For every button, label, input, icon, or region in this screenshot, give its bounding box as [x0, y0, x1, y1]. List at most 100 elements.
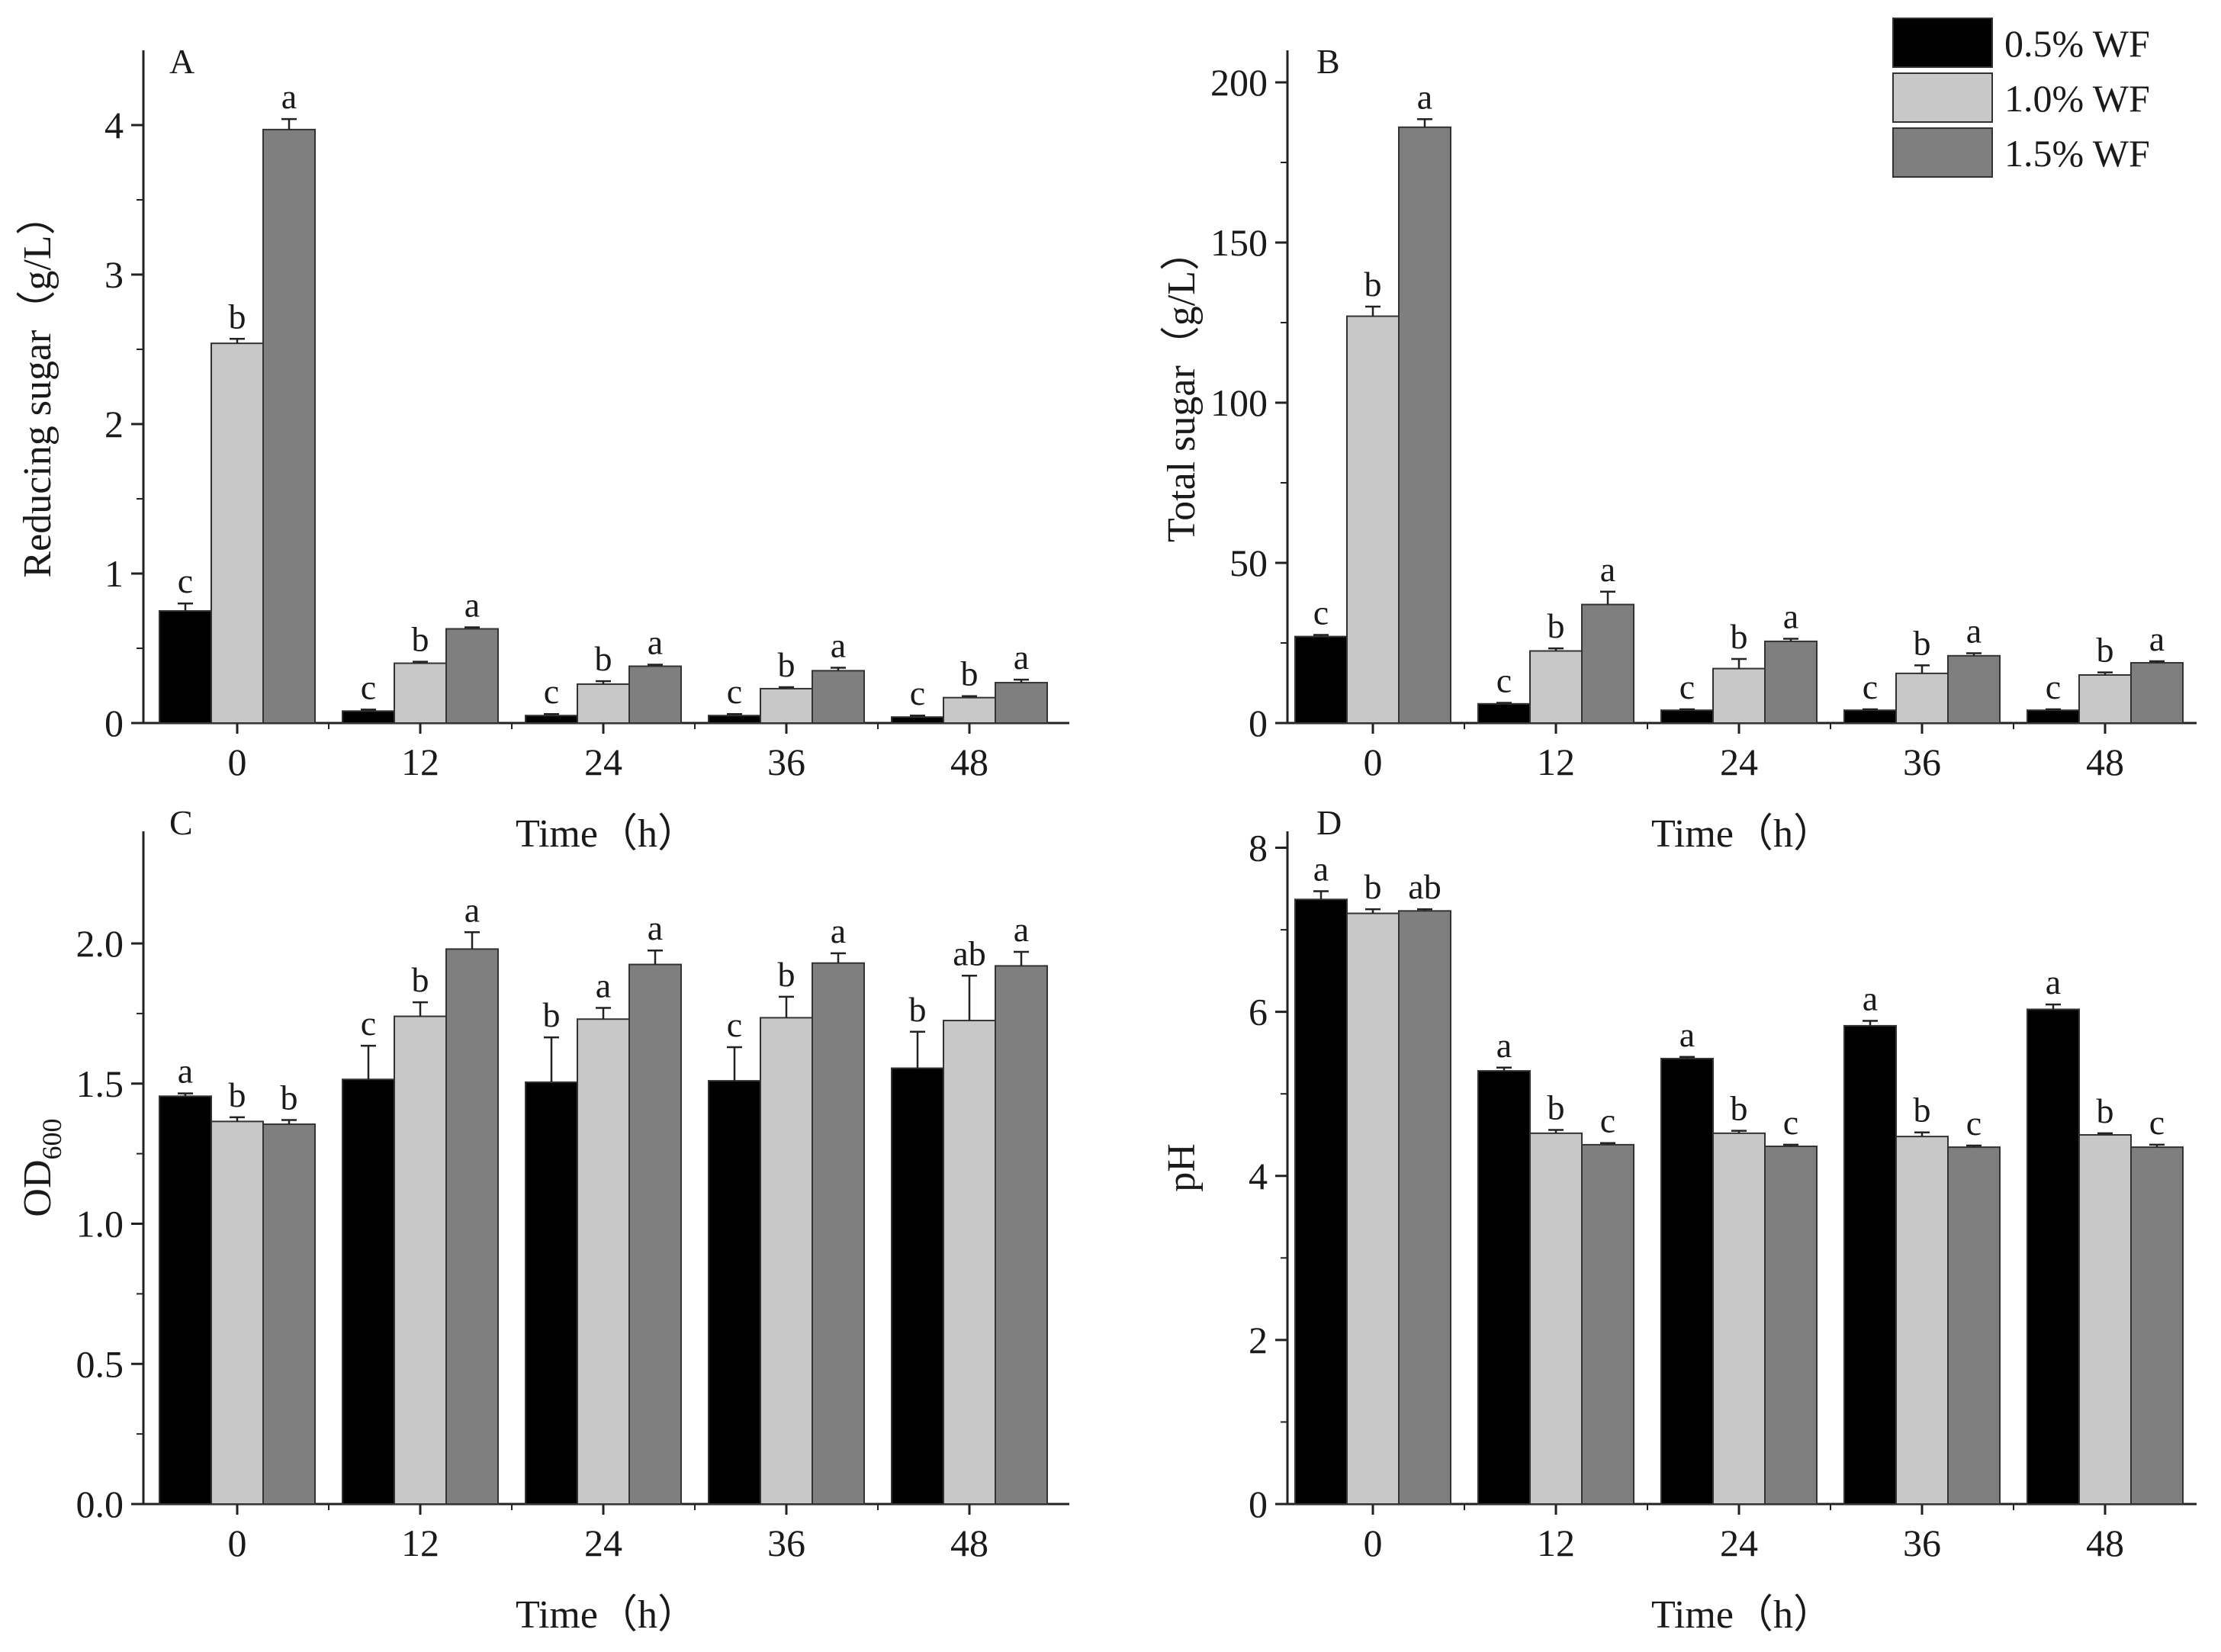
significance-letter: ab: [953, 934, 985, 972]
significance-letter: c: [2046, 667, 2061, 706]
bar: [159, 610, 212, 724]
x-axis-title: Time（h）: [1651, 812, 1833, 856]
legend: 0.5% WF 1.0% WF 1.5% WF: [1892, 18, 2150, 178]
y-tick-label: 1.5: [76, 1062, 124, 1105]
x-tick-label: 24: [584, 1522, 622, 1564]
x-tick-label: 36: [1903, 1522, 1941, 1564]
x-tick-label: 0: [228, 741, 247, 783]
x-tick-label: 36: [1903, 741, 1941, 783]
bar: [760, 687, 813, 724]
x-tick-label: 0: [1364, 1522, 1383, 1564]
bar: [891, 716, 944, 724]
significance-letter: b: [2097, 631, 2114, 670]
significance-letter: a: [464, 890, 480, 929]
significance-letter: c: [1966, 1104, 1982, 1143]
significance-letter: c: [361, 1004, 376, 1043]
significance-letter: b: [595, 639, 612, 678]
bar: [812, 962, 865, 1505]
bar: [525, 715, 578, 725]
significance-letter: b: [1914, 623, 1931, 662]
x-tick-label: 0: [228, 1522, 247, 1564]
significance-letter: a: [1679, 1015, 1695, 1054]
y-tick-label: 50: [1229, 542, 1268, 584]
x-tick-label: 36: [767, 1522, 805, 1564]
bar: [1529, 650, 1583, 724]
significance-letter: b: [778, 645, 796, 684]
significance-letter: a: [281, 77, 297, 116]
significance-letter: a: [1417, 77, 1432, 116]
x-tick-label: 0: [1364, 741, 1383, 783]
y-tick-label: 4: [104, 104, 124, 146]
bar: [1398, 910, 1451, 1505]
y-tick-label: 2: [104, 403, 124, 445]
bar: [1843, 1024, 1897, 1506]
x-tick-label: 12: [401, 741, 439, 783]
bar: [1947, 654, 2001, 724]
legend-label-1: 1.0% WF: [2004, 77, 2150, 120]
bar: [394, 1015, 447, 1506]
significance-letter: b: [229, 297, 246, 336]
significance-letter: b: [1731, 1089, 1748, 1128]
significance-letter: a: [1014, 638, 1029, 677]
panel-label: C: [169, 803, 193, 842]
x-tick-label: 12: [1537, 1522, 1575, 1564]
significance-letter: b: [778, 955, 796, 994]
bar: [628, 963, 682, 1505]
significance-letter: b: [909, 990, 927, 1029]
y-tick-label: 3: [104, 253, 124, 296]
significance-letter: b: [1364, 265, 1382, 304]
significance-letter: c: [727, 672, 742, 711]
significance-letter: a: [1313, 850, 1329, 889]
x-tick-label: 12: [401, 1522, 439, 1564]
y-tick-label: 1.0: [76, 1203, 124, 1245]
bar: [445, 628, 499, 725]
bar: [1346, 315, 1400, 725]
bar: [445, 948, 499, 1505]
significance-letter: a: [1600, 550, 1615, 589]
bar: [1764, 1146, 1818, 1506]
y-tick-label: 4: [1249, 1155, 1268, 1197]
significance-letter: b: [281, 1078, 298, 1117]
bar: [394, 662, 447, 724]
bar: [943, 1020, 996, 1505]
y-axis-title: pH: [1160, 1143, 1204, 1192]
y-axis-title: OD600: [16, 1118, 67, 1217]
bar: [1895, 1136, 1949, 1505]
bar: [1764, 640, 1818, 725]
bar: [1294, 635, 1348, 724]
significance-letter: b: [1548, 606, 1565, 645]
significance-letter: c: [1313, 593, 1329, 632]
significance-letter: b: [412, 620, 429, 659]
significance-letter: c: [361, 667, 376, 706]
bar: [1581, 603, 1634, 724]
significance-letter: a: [1863, 979, 1878, 1017]
x-tick-label: 48: [950, 1522, 988, 1564]
bar: [1947, 1146, 2001, 1505]
bar: [812, 670, 865, 725]
significance-letter: b: [229, 1075, 246, 1114]
legend-label-2: 1.5% WF: [2004, 132, 2150, 175]
bar: [577, 683, 630, 724]
y-tick-label: 6: [1249, 991, 1268, 1033]
significance-letter: b: [1364, 867, 1382, 906]
bar: [342, 710, 395, 725]
x-axis-title: Time（h）: [1651, 1593, 1833, 1637]
y-axis-title: Total sugar（g/L）: [1160, 231, 1204, 542]
significance-letter: a: [596, 966, 611, 1005]
significance-letter: a: [831, 911, 846, 950]
x-tick-label: 24: [1720, 1522, 1758, 1564]
significance-letter: c: [544, 672, 559, 711]
bar: [1843, 709, 1897, 725]
significance-letter: b: [412, 960, 429, 999]
bar: [628, 665, 682, 725]
bar: [2078, 1133, 2132, 1505]
x-tick-label: 24: [1720, 741, 1758, 783]
bar: [1529, 1132, 1583, 1505]
significance-letter: b: [1731, 617, 1748, 656]
significance-letter: a: [2149, 619, 2165, 658]
legend-swatch-0: [1892, 18, 1993, 68]
bar: [943, 696, 996, 724]
bar: [342, 1078, 395, 1506]
bar: [1660, 709, 1714, 725]
